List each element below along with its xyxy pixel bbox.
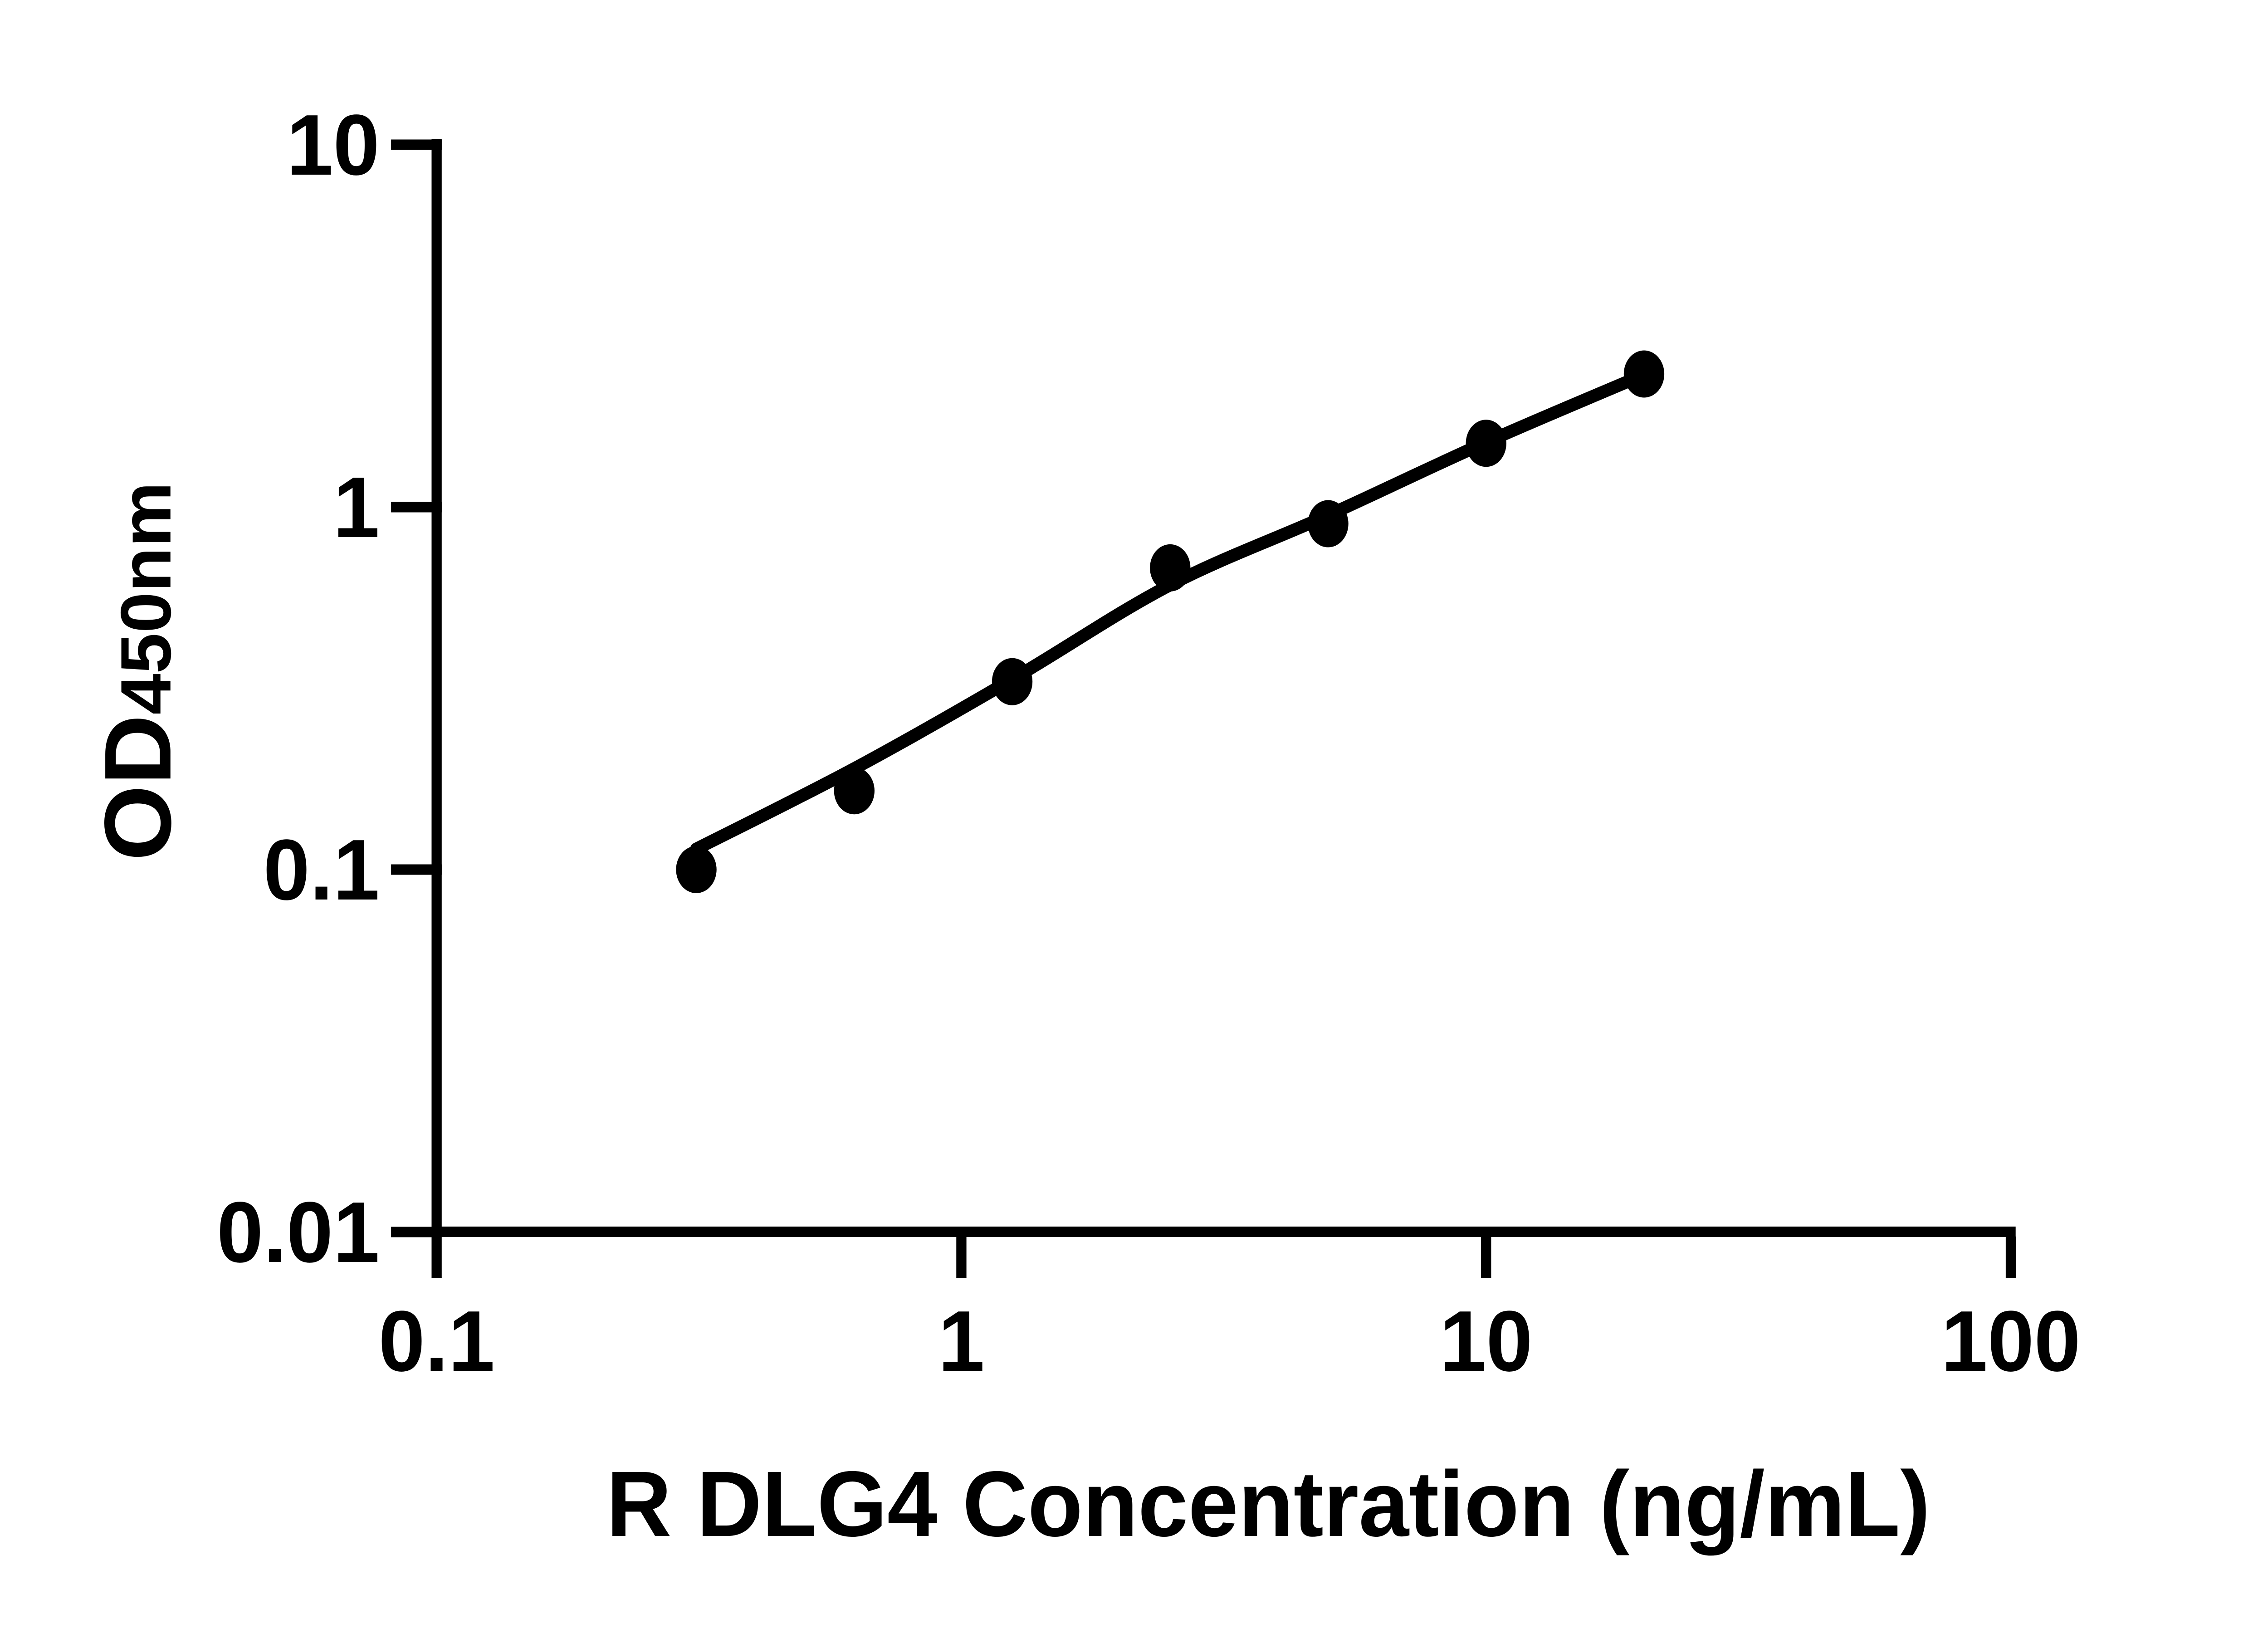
- axis-tick-labels: 0.1 1 10 100 0.01 0.1 1 10: [217, 96, 2081, 1389]
- y-axis-title-subscript: 450nm: [106, 482, 186, 714]
- data-point: [834, 767, 875, 815]
- y-axis-spine: [431, 139, 442, 1237]
- x-tick: [2005, 1237, 2016, 1278]
- data-point: [1623, 350, 1665, 398]
- data-point: [1308, 500, 1349, 548]
- x-tick-label: 10: [1440, 1293, 1533, 1389]
- x-tick-label: 100: [1941, 1293, 2081, 1389]
- y-tick-label: 0.1: [263, 821, 379, 918]
- x-tick-label: 0.1: [378, 1293, 494, 1389]
- y-tick-label: 10: [287, 96, 380, 193]
- axes: [431, 139, 2016, 1237]
- y-tick: [391, 139, 442, 150]
- axis-ticks: [391, 139, 2016, 1278]
- x-tick: [1481, 1237, 1491, 1278]
- y-tick: [391, 864, 442, 875]
- x-tick-label: 1: [938, 1293, 985, 1389]
- x-axis-spine: [431, 1227, 2016, 1237]
- y-axis-title: OD450nm: [85, 482, 191, 861]
- x-axis-title: R DLG4 Concentration (ng/mL): [606, 1452, 1931, 1555]
- x-tick: [431, 1237, 442, 1278]
- y-axis-title-main: OD: [85, 714, 191, 861]
- data-points: [676, 350, 1665, 893]
- data-point: [1466, 420, 1506, 467]
- y-tick-label: 1: [333, 459, 380, 555]
- data-point: [1150, 544, 1191, 592]
- x-tick: [956, 1237, 967, 1278]
- y-tick: [391, 502, 442, 513]
- y-tick-label: 0.01: [217, 1183, 380, 1280]
- data-point: [676, 846, 717, 893]
- y-tick: [391, 1227, 442, 1237]
- data-point: [992, 658, 1033, 705]
